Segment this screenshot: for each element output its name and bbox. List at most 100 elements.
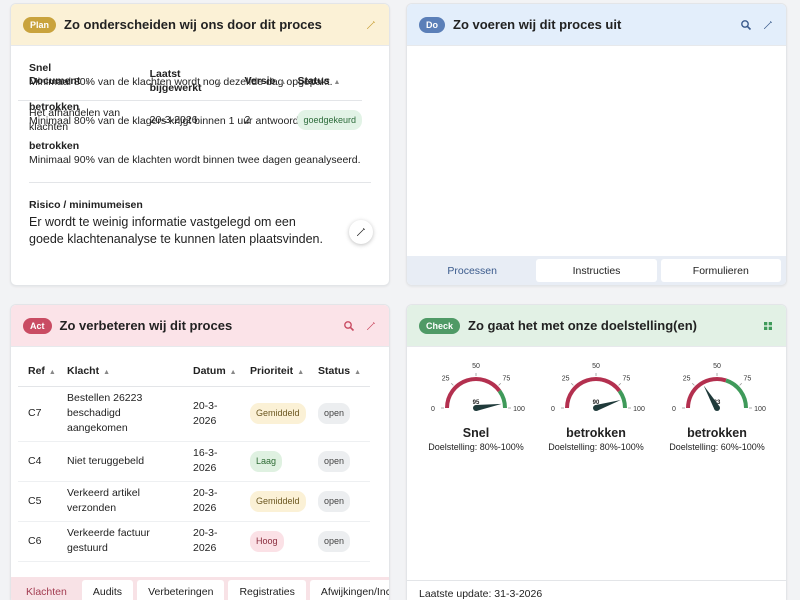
table-row[interactable]: Het afhandelen van klachten 20-3-2026 2 … bbox=[18, 100, 362, 140]
gauge-goal: Doelstelling: 80%-100% bbox=[548, 442, 644, 452]
gauge: 0 25 50 75 100 95 Snel Doelstelling: 80%-100% bbox=[416, 360, 536, 452]
table-row[interactable]: C5 Verkeerd artikel verzonden 20-3-2026 … bbox=[18, 481, 370, 522]
table-row[interactable]: C7 Bestellen 26223 beschadigd aangekomen… bbox=[18, 386, 370, 442]
column-header[interactable]: Klacht ▲ bbox=[57, 356, 183, 387]
gauge: 0 25 50 75 100 33 betrokken Doelstelling: 60%… bbox=[657, 360, 777, 452]
date: 16-3-2026 bbox=[183, 441, 240, 482]
pencil-icon[interactable] bbox=[365, 19, 377, 31]
last-update: Laatste update: 31-3-2026 bbox=[407, 580, 786, 600]
documents-table: Document ▲ Laatst bijgewerkt ▲ Versie ▲ Sta… bbox=[18, 62, 362, 140]
column-header[interactable]: Document ▲ bbox=[18, 62, 139, 101]
gauge-hub bbox=[714, 405, 720, 411]
gauge-needle bbox=[703, 385, 720, 410]
gauge-tick bbox=[570, 382, 574, 386]
pencil-icon[interactable] bbox=[365, 320, 377, 332]
tab-registraties[interactable]: Registraties bbox=[228, 580, 306, 600]
gauge-tick-label: 0 bbox=[551, 406, 555, 413]
table-row[interactable]: C6 Verkeerde factuur gestuurd 20-3-2026 … bbox=[18, 521, 370, 562]
divider bbox=[29, 182, 371, 183]
table-row[interactable]: C4 Niet teruggebeld 16-3-2026 Laag open bbox=[18, 441, 370, 482]
gauge-tick bbox=[498, 382, 502, 386]
gauge-tick bbox=[618, 382, 622, 386]
edit-risk-button[interactable] bbox=[349, 220, 373, 244]
gauge-arc bbox=[617, 389, 627, 409]
grid-icon[interactable] bbox=[762, 320, 774, 332]
priority-badge: Laag bbox=[250, 450, 283, 472]
column-header[interactable]: Versie ▲ bbox=[233, 62, 287, 101]
check-card: Check Zo gaat het met onze doelstelling(… bbox=[406, 304, 787, 600]
gauge-tick bbox=[739, 382, 743, 386]
gauge-tick bbox=[450, 382, 454, 386]
sort-up-icon: ▲ bbox=[103, 368, 111, 376]
complaint[interactable]: Bestellen 26223 beschadigd aangekomen bbox=[57, 386, 183, 442]
complaint[interactable]: Niet teruggebeld bbox=[57, 441, 183, 482]
complaint[interactable]: Verkeerd artikel verzonden bbox=[57, 481, 183, 522]
tab-verbeteringen[interactable]: Verbeteringen bbox=[137, 580, 225, 600]
plan-card: Plan Zo onderscheiden wij ons door dit p… bbox=[10, 3, 390, 286]
status-badge: open bbox=[318, 450, 351, 472]
table-header-row: Ref ▲ Klacht ▲ Datum ▲ Prioriteit ▲ Status ▲ bbox=[18, 356, 370, 387]
gauge-needle bbox=[595, 399, 621, 411]
tab-processen[interactable]: Processen bbox=[447, 264, 497, 277]
goal-description: Minimaal 90% van de klachten wordt binne… bbox=[29, 154, 361, 166]
priority-badge: Gemiddeld bbox=[250, 490, 306, 512]
status-badge: open bbox=[318, 403, 351, 424]
plan-badge: Plan bbox=[23, 16, 57, 33]
gauge-value-label: 95 bbox=[473, 400, 480, 406]
plan-title: Zo onderscheiden wij ons door dit proces bbox=[64, 17, 322, 32]
gauge-tick-label: 25 bbox=[683, 376, 691, 383]
gauge-tick-label: 50 bbox=[713, 363, 721, 370]
risk-label: Risico / minimumeisen bbox=[29, 199, 143, 211]
date: 20-3-2026 bbox=[183, 386, 240, 442]
act-header: Act Zo verbeteren wij dit proces bbox=[11, 305, 389, 347]
tab-instructies[interactable]: Instructies bbox=[536, 259, 657, 282]
complaint[interactable]: Verkeerde factuur gestuurd bbox=[57, 521, 183, 562]
status-badge: open bbox=[318, 530, 351, 552]
gauge-goal: Doelstelling: 80%-100% bbox=[428, 442, 524, 452]
sort-up-icon: ▲ bbox=[297, 368, 305, 376]
gauge-dial: 0 25 50 75 100 95 bbox=[431, 363, 525, 413]
gauge-hub bbox=[473, 405, 479, 411]
sort-up-icon: ▲ bbox=[333, 78, 341, 86]
table-header-row: Document ▲ Laatst bijgewerkt ▲ Versie ▲ Sta… bbox=[18, 62, 362, 101]
search-icon[interactable] bbox=[740, 19, 752, 31]
do-card: Do Zo voeren wij dit proces uit bbox=[406, 3, 787, 286]
gauge-needle bbox=[475, 403, 502, 411]
gauge-tick-label: 75 bbox=[503, 376, 511, 383]
column-header[interactable]: Datum ▲ bbox=[183, 356, 240, 387]
do-header: Do Zo voeren wij dit proces uit bbox=[407, 4, 786, 46]
status-badge: open bbox=[318, 490, 351, 512]
gauge-tick-label: 75 bbox=[744, 376, 752, 383]
gauge-arc bbox=[725, 378, 748, 409]
gauge-arc bbox=[497, 389, 507, 409]
tab-klachten[interactable]: Klachten bbox=[26, 585, 67, 598]
gauge-tick-label: 75 bbox=[623, 376, 631, 383]
ref: C7 bbox=[18, 386, 57, 442]
column-header[interactable]: Status ▲ bbox=[286, 62, 362, 101]
priority-badge: Hoog bbox=[250, 530, 284, 552]
goal-name: betrokken bbox=[29, 101, 80, 113]
gauge-goal: Doelstelling: 60%-100% bbox=[669, 442, 765, 452]
column-header[interactable]: Prioriteit ▲ bbox=[240, 356, 308, 387]
updated-date: 20-3-2026 bbox=[149, 114, 198, 127]
act-badge: Act bbox=[23, 317, 52, 334]
goal-description: Minimaal 80% van de klagers krijgt binne… bbox=[29, 115, 299, 127]
tab-audits[interactable]: Audits bbox=[81, 580, 134, 600]
do-title: Zo voeren wij dit proces uit bbox=[453, 17, 622, 32]
column-header[interactable]: Laatst bijgewerkt ▲ bbox=[138, 62, 234, 101]
tab-formulieren[interactable]: Formulieren bbox=[660, 259, 781, 282]
gauge-tick bbox=[691, 382, 695, 386]
search-icon[interactable] bbox=[343, 320, 355, 332]
sort-up-icon: ▲ bbox=[279, 78, 287, 86]
document-name[interactable]: Het afhandelen van klachten bbox=[29, 107, 121, 134]
column-header[interactable]: Status ▲ bbox=[308, 356, 370, 387]
gauge-tick-label: 100 bbox=[513, 406, 525, 413]
column-header[interactable]: Ref ▲ bbox=[18, 356, 57, 387]
pencil-icon[interactable] bbox=[762, 19, 774, 31]
tab-afwijkingen[interactable]: Afwijkingen/Inc bbox=[309, 580, 389, 600]
gauge-title: betrokken bbox=[566, 426, 626, 440]
gauge-dial: 0 25 50 75 100 90 bbox=[551, 363, 645, 413]
gauge-tick-label: 50 bbox=[592, 363, 600, 370]
do-tabbar: Processen Instructies Formulieren bbox=[407, 256, 786, 285]
pencil-icon bbox=[357, 228, 365, 236]
